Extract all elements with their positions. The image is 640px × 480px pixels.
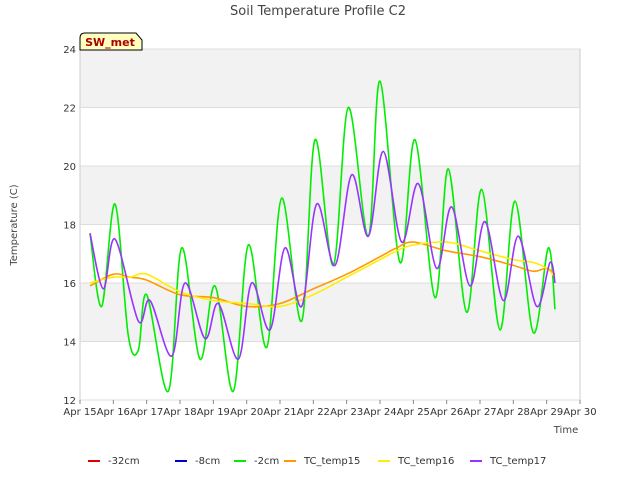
x-tick-label: Apr 18 (163, 407, 196, 418)
x-tick-label: Apr 25 (397, 407, 430, 418)
x-tick-label: Apr 23 (330, 407, 363, 418)
x-tick-label: Apr 20 (230, 407, 263, 418)
y-tick-label: 14 (63, 338, 76, 349)
badge-label: SW_met (85, 36, 135, 49)
x-tick-label: Apr 21 (263, 407, 296, 418)
legend: -32cm -8cm -2cm TC_temp15 TC_temp16 TC_temp17 (88, 456, 546, 467)
sw-met-badge: SW_met (79, 32, 143, 51)
plot-band (80, 49, 580, 108)
x-tick-label: Apr 27 (463, 407, 496, 418)
legend-label-32cm: -32cm (108, 456, 140, 467)
x-tick-label: Apr 15 (63, 407, 96, 418)
y-tick-label: 18 (63, 221, 76, 232)
x-tick-label: Apr 16 (97, 407, 130, 418)
series-line-tc-temp15 (89, 241, 556, 308)
y-axis-label: Temperature (C) (9, 184, 20, 266)
y-tick-label: 20 (63, 162, 76, 173)
legend-label-tc-temp15: TC_temp15 (303, 456, 360, 467)
y-tick-label: 22 (63, 104, 76, 115)
x-tick-label: Apr 28 (497, 407, 530, 418)
y-tick-label: 16 (63, 279, 76, 290)
legend-label-2cm: -2cm (254, 456, 279, 467)
legend-label-tc-temp16: TC_temp16 (397, 456, 454, 467)
x-tick-label: Apr 17 (130, 407, 163, 418)
chart-title: Soil Temperature Profile C2 (230, 4, 406, 19)
x-tick-label: Apr 26 (430, 407, 463, 418)
x-tick-label: Apr 22 (297, 407, 330, 418)
series-line-tc-temp16 (89, 241, 556, 308)
x-axis-label: Time (553, 425, 578, 436)
legend-label-8cm: -8cm (195, 456, 220, 467)
series-line-2cm (89, 80, 556, 393)
series-line-tc-temp17 (89, 150, 556, 360)
legend-label-tc-temp17: TC_temp17 (489, 456, 546, 467)
x-tick-label: Apr 29 (530, 407, 563, 418)
x-tick-label: Apr 30 (563, 407, 596, 418)
series-lines (89, 80, 556, 393)
y-tick-label: 12 (63, 396, 76, 407)
x-tick-label: Apr 19 (197, 407, 230, 418)
y-tick-label: 24 (63, 45, 76, 56)
plot-band (80, 166, 580, 225)
x-tick-label: Apr 24 (363, 407, 396, 418)
